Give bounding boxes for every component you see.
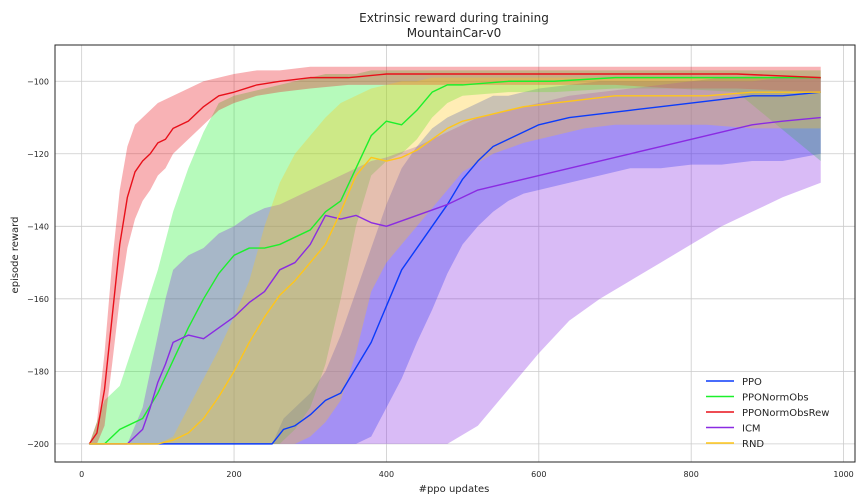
y-tick-label: −140 — [27, 222, 49, 231]
series-line-icm — [89, 116, 821, 445]
chart-subtitle: MountainCar-v0 — [407, 26, 502, 40]
y-axis-label: episode reward — [10, 217, 21, 294]
x-tick-label: 800 — [684, 470, 699, 479]
legend-label-pponormobsrew: PPONormObsRew — [742, 408, 829, 419]
band-ppo — [89, 77, 821, 444]
x-tick-label: 400 — [379, 470, 394, 479]
legend-label-pponormobs: PPONormObs — [742, 393, 809, 404]
series-lines — [88, 73, 821, 445]
legend: PPO PPONormObs PPONormObsRew ICM RND — [706, 377, 829, 450]
band-pponormobs — [89, 70, 821, 444]
x-tick-label: 600 — [531, 470, 546, 479]
x-tick-label: 0 — [79, 470, 84, 479]
band-icm — [89, 77, 821, 444]
legend-label-rnd: RND — [742, 439, 764, 450]
legend-label-icm: ICM — [742, 424, 761, 435]
series-line-pponormobsrew — [88, 73, 821, 445]
band-rnd — [89, 77, 821, 444]
x-axis-label: #ppo updates — [419, 484, 490, 495]
x-tick-label: 1000 — [833, 470, 853, 479]
y-tick-label: −180 — [27, 367, 49, 376]
y-tick-label: −160 — [27, 295, 49, 304]
chart-title: Extrinsic reward during training — [359, 11, 549, 25]
series-line-rnd — [89, 91, 821, 445]
series-line-pponormobs — [89, 76, 821, 445]
x-tick-label: 200 — [226, 470, 241, 479]
legend-label-ppo: PPO — [742, 377, 762, 388]
confidence-bands — [89, 66, 821, 444]
axis-ticks: 0 200 400 600 800 1000 −200 −180 −160 −140 −120 −10… — [27, 77, 854, 479]
y-tick-label: −100 — [27, 77, 49, 86]
plot-frame — [54, 44, 856, 463]
y-tick-label: −200 — [27, 440, 49, 449]
y-tick-label: −120 — [27, 150, 49, 159]
band-pponormobsrew — [89, 66, 821, 444]
